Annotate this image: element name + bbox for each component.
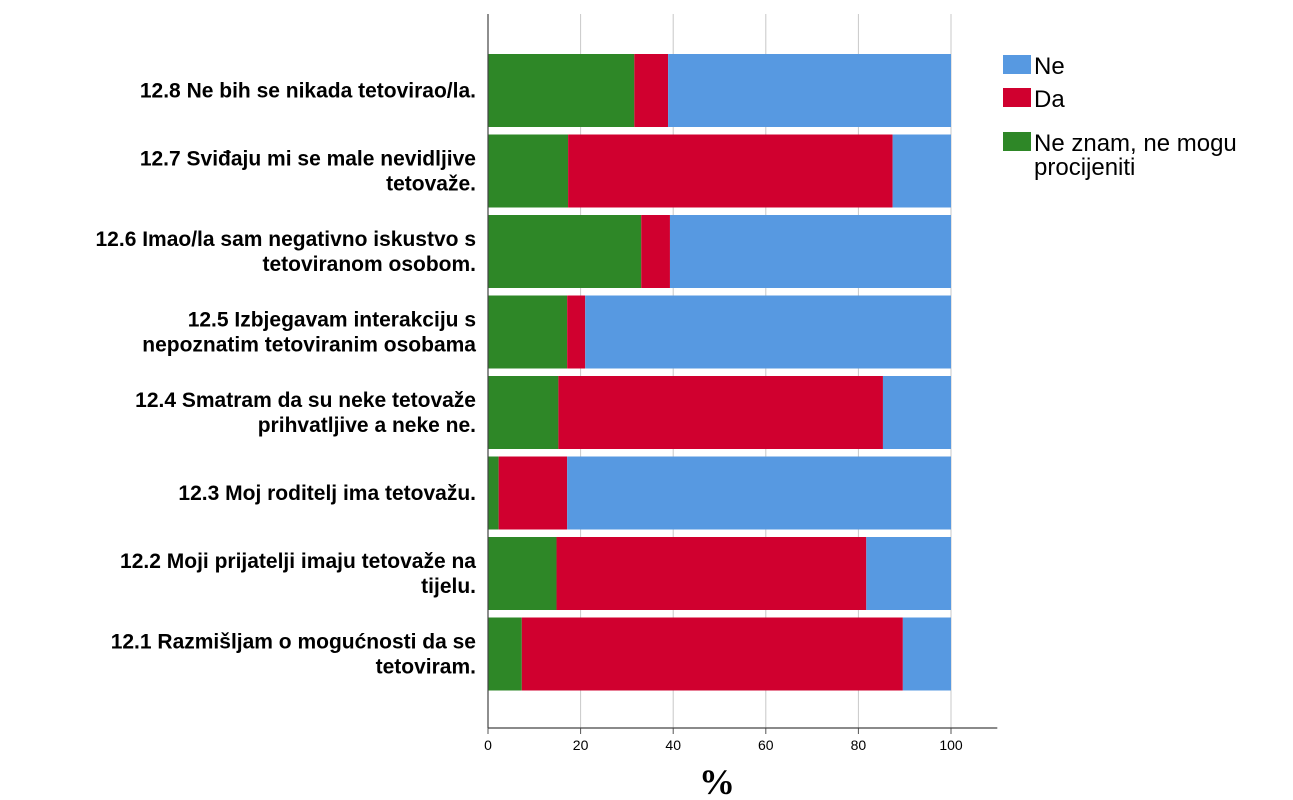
category-label: tetoviranom osobom. xyxy=(262,253,476,276)
category-label: 12.4 Smatram da su neke tetovaže xyxy=(135,389,476,412)
legend-swatch xyxy=(1003,132,1031,151)
x-tick-label: 40 xyxy=(665,737,681,753)
bar-segment xyxy=(556,537,867,610)
bar-segment xyxy=(585,295,951,369)
bar-segment xyxy=(866,537,951,610)
bar-segment xyxy=(668,54,951,127)
x-tick-label: 20 xyxy=(573,737,589,753)
bar-segment xyxy=(568,134,893,208)
bar-segment xyxy=(488,295,568,369)
bar-segment xyxy=(498,456,568,530)
bars xyxy=(488,54,951,691)
bar-segment xyxy=(882,376,951,449)
x-tick-label: 0 xyxy=(484,737,492,753)
category-label: prihvatljive a neke ne. xyxy=(258,414,476,437)
bar-segment xyxy=(488,376,559,449)
bar-segment xyxy=(567,456,951,530)
category-label: tetovaže. xyxy=(386,173,476,196)
legend-label: procijeniti xyxy=(1034,154,1135,181)
category-label: 12.2 Moji prijatelji imaju tetovaže na xyxy=(120,550,476,573)
bar-segment xyxy=(892,134,951,208)
x-axis-title: % xyxy=(699,762,735,800)
category-label: 12.3 Moj roditelj ima tetovažu. xyxy=(178,482,476,505)
bar-segment xyxy=(641,215,670,288)
x-tick-label: 80 xyxy=(851,737,867,753)
bar-segment xyxy=(488,617,522,691)
bar-segment xyxy=(488,215,642,288)
bar-segment xyxy=(558,376,883,449)
category-label: 12.8 Ne bih se nikada tetovirao/la. xyxy=(140,80,476,103)
category-labels: 12.8 Ne bih se nikada tetovirao/la. 12.7 … xyxy=(96,80,477,679)
x-tick-label: 100 xyxy=(939,737,963,753)
category-label: 12.1 Razmišljam o mogućnosti da se xyxy=(111,631,476,654)
category-label: 12.6 Imao/la sam negativno iskustvo s xyxy=(96,228,477,251)
legend-swatch xyxy=(1003,55,1031,74)
category-label: 12.7 Sviđaju mi se male nevidljive xyxy=(140,148,476,171)
legend-label: Ne znam, ne mogu xyxy=(1034,130,1237,157)
category-label: tetoviram. xyxy=(376,656,476,679)
axes xyxy=(487,14,998,734)
bar-segment xyxy=(488,537,557,610)
bar-segment xyxy=(488,54,635,127)
category-label: tijelu. xyxy=(421,575,476,598)
category-label: 12.5 Izbjegavam interakciju s xyxy=(188,309,476,332)
legend-label: Ne xyxy=(1034,53,1065,80)
bar-segment xyxy=(567,295,586,369)
bar-segment xyxy=(521,617,903,691)
bar-segment xyxy=(669,215,951,288)
bar-segment xyxy=(488,456,499,530)
x-tick-labels: 0 20 40 60 80 100 xyxy=(484,737,963,753)
legend-swatch xyxy=(1003,88,1031,107)
bar-segment xyxy=(634,54,669,127)
category-label: nepoznatim tetoviranim osobama xyxy=(142,334,476,357)
bar-segment xyxy=(488,134,569,208)
legend-label: Da xyxy=(1034,86,1065,113)
bar-segment xyxy=(902,617,951,691)
x-tick-label: 60 xyxy=(758,737,774,753)
